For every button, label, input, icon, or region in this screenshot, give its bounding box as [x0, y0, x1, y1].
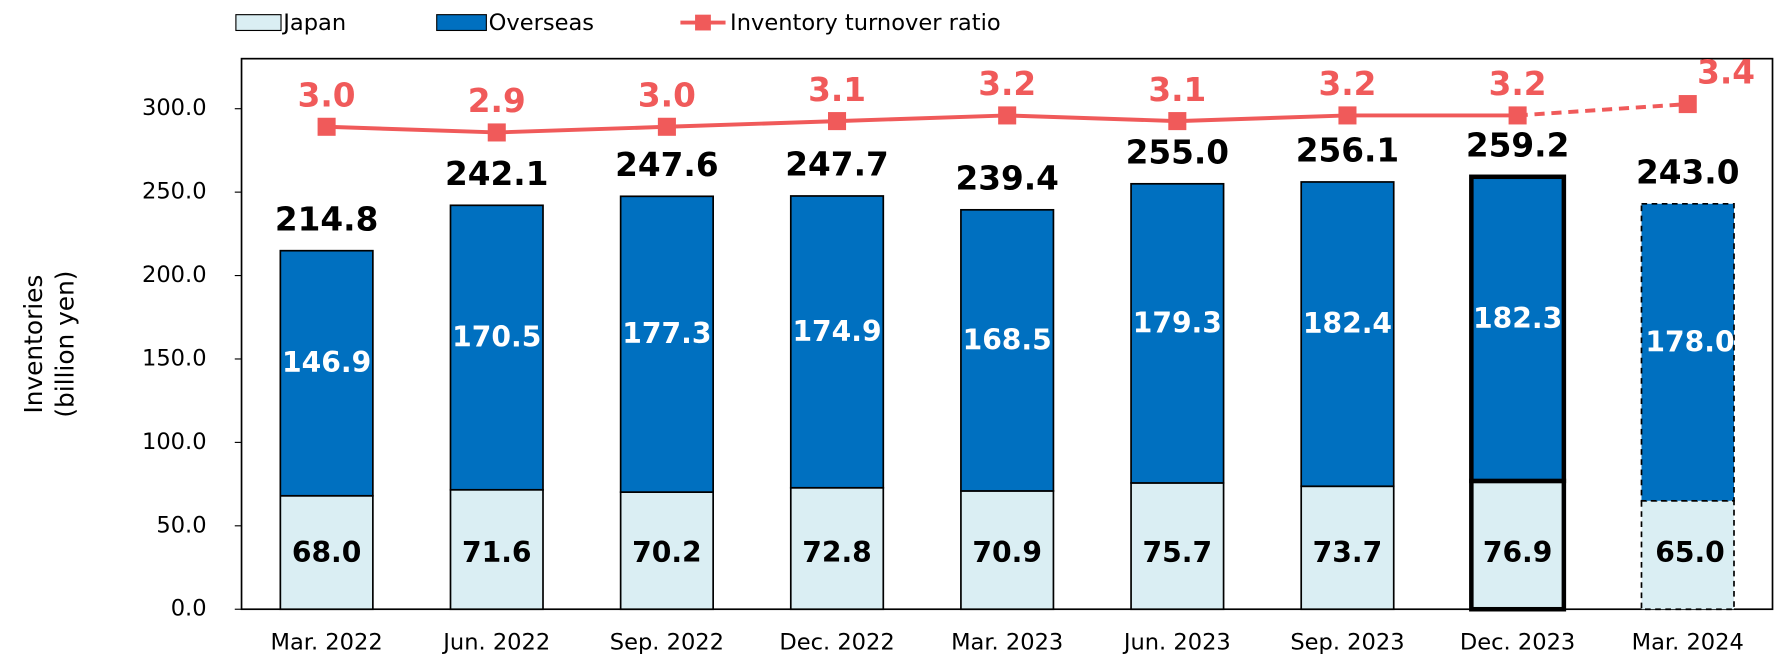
legend-swatch — [235, 14, 282, 32]
x-tick-label: Dec. 2022 — [779, 630, 894, 656]
y-axis-label: Inventories — [19, 275, 48, 414]
line-segment — [496, 124, 667, 135]
x-tick-label: Sep. 2023 — [1290, 630, 1404, 656]
line-segment — [1007, 113, 1178, 124]
segment-label: 75.7 — [1143, 536, 1213, 569]
segment-label: 179.3 — [1133, 306, 1222, 339]
total-label: 255.0 — [1126, 133, 1229, 171]
line-marker — [1678, 95, 1697, 114]
bar-segment — [1469, 174, 1567, 484]
line-marker — [998, 106, 1017, 125]
ratio-label: 3.1 — [808, 71, 866, 109]
segment-label: 177.3 — [622, 317, 711, 350]
segment-label: 70.2 — [632, 536, 702, 569]
legend-label: Overseas — [489, 10, 594, 36]
x-tick-label: Mar. 2022 — [271, 630, 383, 656]
bar-segment — [619, 491, 714, 611]
line-segment — [666, 119, 838, 129]
segment-label: 68.0 — [292, 536, 362, 569]
line-marker — [828, 112, 847, 131]
total-label: 256.1 — [1296, 132, 1399, 170]
bar-segment — [1130, 482, 1225, 611]
y-axis-label: (billion yen) — [51, 271, 80, 418]
line-segment — [326, 124, 497, 135]
ratio-label: 3.2 — [1489, 65, 1547, 103]
segment-label: 182.3 — [1473, 302, 1562, 335]
line-marker — [1338, 106, 1357, 125]
bar-segment — [449, 204, 544, 491]
segment-label: 65.0 — [1655, 536, 1725, 569]
legend-marker — [695, 14, 711, 31]
bar-segment — [1130, 182, 1225, 484]
total-label: 259.2 — [1466, 126, 1569, 164]
total-label: 247.6 — [615, 146, 718, 184]
line-segment — [1177, 113, 1348, 124]
total-label: 243.0 — [1636, 153, 1739, 191]
bar-segment — [619, 195, 714, 493]
x-tick-label: Mar. 2023 — [951, 630, 1063, 656]
line-marker — [317, 117, 336, 136]
y-tick-label: 300.0 — [142, 95, 207, 121]
segment-label: 146.9 — [282, 346, 371, 379]
bar-segment — [1300, 181, 1395, 488]
bar-segment — [789, 486, 885, 611]
y-tick-label: 200.0 — [142, 262, 207, 288]
legend-label: Inventory turnover ratio — [730, 10, 1001, 36]
x-tick-label: Jun. 2023 — [1122, 630, 1231, 656]
ratio-label: 3.2 — [1318, 65, 1376, 103]
line-marker — [1168, 112, 1187, 131]
bar-segment — [789, 195, 885, 489]
ratio-label: 3.2 — [978, 65, 1036, 103]
line-segment — [836, 113, 1008, 124]
line-marker — [657, 117, 676, 136]
bar-segment — [1640, 499, 1735, 611]
x-tick-label: Dec. 2023 — [1460, 630, 1575, 656]
bar-segment — [449, 488, 544, 611]
line-marker — [487, 123, 506, 142]
segment-label: 178.0 — [1645, 325, 1734, 358]
ratio-label: 3.1 — [1148, 71, 1206, 109]
total-label: 214.8 — [275, 201, 378, 239]
total-label: 242.1 — [445, 155, 548, 193]
segment-label: 71.6 — [462, 536, 532, 569]
bar-segment — [1640, 202, 1735, 502]
segment-label: 168.5 — [963, 323, 1052, 356]
y-tick-label: 0.0 — [171, 596, 207, 622]
bar-segment — [279, 249, 374, 497]
bar-segment — [279, 494, 374, 611]
legend-swatch — [436, 14, 487, 32]
line-marker — [1508, 106, 1527, 125]
x-tick-label: Sep. 2022 — [610, 630, 724, 656]
segment-label: 170.5 — [452, 321, 541, 354]
total-label: 239.4 — [955, 159, 1058, 197]
ratio-label: 2.9 — [468, 82, 526, 120]
x-tick-label: Mar. 2024 — [1632, 630, 1744, 656]
total-label: 247.7 — [785, 146, 888, 184]
segment-label: 182.4 — [1303, 307, 1392, 340]
segment-label: 76.9 — [1483, 536, 1553, 569]
y-tick-label: 100.0 — [142, 429, 207, 455]
legend-label: Japan — [281, 10, 346, 36]
segment-label: 73.7 — [1313, 536, 1383, 569]
bar-segment — [960, 208, 1055, 492]
ratio-label: 3.0 — [298, 76, 356, 114]
y-tick-label: 50.0 — [156, 512, 206, 538]
ratio-label: 3.4 — [1697, 54, 1755, 92]
segment-label: 70.9 — [972, 536, 1042, 569]
bar-segment — [1469, 478, 1567, 612]
ratio-label: 3.0 — [638, 76, 696, 114]
segment-label: 72.8 — [802, 536, 872, 569]
y-tick-label: 150.0 — [142, 345, 207, 371]
segment-label: 174.9 — [792, 315, 881, 348]
y-tick-label: 250.0 — [142, 179, 207, 205]
x-tick-label: Jun. 2022 — [441, 630, 550, 656]
line-segment — [1517, 102, 1688, 118]
